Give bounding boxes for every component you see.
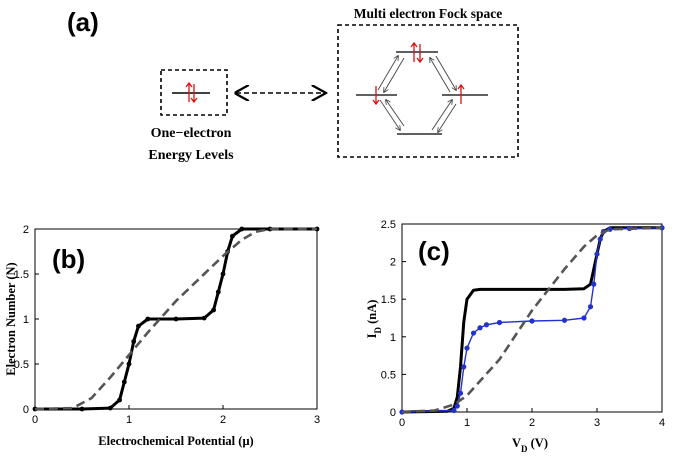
panel-c-data-point [464, 345, 470, 351]
panel-b-series [32, 226, 320, 412]
fock-space-title: Multi electron Fock space [354, 6, 503, 21]
panel-c-y-tick-label: 2 [390, 257, 396, 269]
one-electron-label-line2: Energy Levels [148, 148, 234, 163]
fock-space-box [337, 24, 519, 158]
panel-b-y-tick-label: 1.5 [14, 269, 29, 281]
panel-b-data-point [79, 406, 85, 412]
panel-b-x-tick-label: 0 [32, 414, 38, 426]
panel-c-data-point [529, 318, 535, 324]
panel-b-data-point [145, 316, 151, 322]
panel-c-x-tick-label: 4 [659, 417, 665, 429]
panel-b: 0 1 2 3 0 0.5 1 1.5 2 (b) Electrochemical Potent… [4, 224, 320, 448]
panel-b-x-tick-label: 3 [314, 414, 320, 426]
panel-b-label: (b) [52, 244, 85, 274]
panel-a-label: (a) [67, 7, 99, 37]
panel-c: 0 1 2 3 400.511.522.5 (c) VD (V) ID (nA) [365, 219, 665, 454]
panel-b-data-point [107, 405, 113, 411]
panel-c-plot-area [401, 223, 663, 413]
panel-b-data-point [126, 361, 132, 367]
panel-b-y-tick-label: 0.5 [14, 359, 29, 371]
panel-c-x-tick-label: 3 [594, 417, 600, 429]
panel-c-label: (c) [418, 236, 450, 266]
panel-b-x-axis-title: Electrochemical Potential (μ) [98, 434, 253, 448]
panel-b-y-tick-label: 2 [23, 224, 29, 236]
panel-c-x-tick-label: 0 [399, 417, 405, 429]
right-spin-up-icon [457, 83, 465, 104]
panel-b-data-point [211, 307, 217, 313]
panel-b-data-point [230, 233, 235, 239]
panel-b-x-tick-label: 1 [126, 414, 132, 426]
panel-c-y-tick-label: 2.5 [381, 219, 396, 231]
fock-transition-arrows [377, 56, 456, 132]
panel-c-data-point [587, 304, 594, 310]
panel-c-y-tick-label: 1 [390, 332, 396, 344]
panel-b-x-tick-label: 2 [220, 414, 226, 426]
panel-b-data-point [117, 397, 122, 403]
panel-b-data-point [136, 323, 141, 329]
panel-c-x-tick-label: 2 [529, 417, 535, 429]
panel-b-data-point [220, 271, 226, 277]
panel-b-data-point [239, 226, 245, 232]
panel-c-data-point [451, 407, 457, 414]
panel-b-y-axis-title: Electron Number (N) [4, 262, 18, 375]
panel-c-data-point [561, 317, 568, 323]
panel-c-y-tick-label: 1.5 [381, 294, 396, 306]
spin-down-icon [190, 84, 198, 104]
panel-a: (a) One−electron Energy Levels Multi ele… [67, 6, 519, 163]
panel-c-data-point [581, 315, 587, 321]
panel-c-y-tick-label: 0.5 [381, 369, 396, 381]
fock-spins [372, 41, 465, 106]
panel-c-ticks: 0 1 2 3 4 0 0.5 1 1.5 2 2.5 [381, 219, 665, 429]
panel-c-series [399, 225, 665, 415]
panel-b-data-point [173, 316, 179, 322]
left-spin-down-icon [372, 86, 380, 106]
panel-c-y-tick-label: 0 [390, 407, 396, 419]
panel-c-x-axis-title: VD (V) [512, 436, 548, 454]
panel-c-data-point [597, 236, 603, 242]
panel-b-series-gray-dashed [34, 227, 317, 411]
panel-c-data-point [591, 281, 597, 287]
one-electron-label-line1: One−electron [151, 126, 232, 141]
panel-b-data-point [121, 379, 127, 385]
spin-up-icon [185, 81, 193, 102]
panel-c-data-point [457, 390, 464, 396]
top-spin-down-icon [416, 44, 424, 64]
panel-b-data-point [131, 339, 137, 344]
panel-b-y-tick-label: 1 [23, 314, 29, 326]
top-spin-up-icon [410, 41, 418, 62]
panel-c-series-gray-dashed [401, 226, 663, 414]
panel-c-data-point [470, 330, 477, 336]
panel-c-data-point [496, 319, 503, 326]
panel-c-data-point [483, 322, 490, 328]
panel-b-data-point [215, 289, 221, 295]
panel-c-data-point [594, 251, 600, 257]
one-electron-box [160, 69, 228, 116]
panel-b-y-tick-label: 0 [23, 404, 29, 416]
panel-c-x-tick-label: 1 [464, 417, 470, 429]
panel-c-data-point [454, 403, 460, 409]
panel-b-ticks: 0 1 2 3 0 0.5 1 1.5 2 [14, 224, 320, 426]
panel-c-data-point [461, 364, 467, 370]
panel-b-data-point [201, 315, 207, 321]
panel-c-data-point [477, 325, 483, 331]
